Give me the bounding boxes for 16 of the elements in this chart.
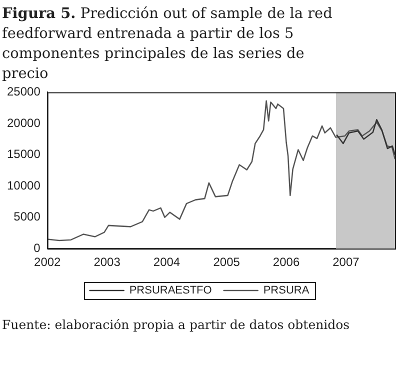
x-tick-label: 2005	[213, 255, 240, 270]
legend-label: PRSURAESTFO	[129, 284, 212, 297]
y-tick-label: 5000	[14, 210, 41, 224]
x-tick-label: 2004	[153, 255, 180, 270]
x-tick-label: 2002	[34, 255, 62, 270]
source-note: Fuente: elaboración propia a partir de datos obtenidos	[2, 316, 351, 333]
x-tick-label: 2003	[94, 255, 121, 270]
y-tick-label: 10000	[6, 178, 41, 192]
y-tick-label: 25000	[6, 84, 41, 99]
y-tick-label: 0	[34, 240, 41, 255]
chart-title: Figura 5. Predicción out of sample de la red feedforward entrenada a partir de los 5 componentes principales de las series de precio	[1, 4, 334, 82]
y-tick-label: 20000	[6, 116, 41, 130]
x-tick-label: 2006	[272, 255, 300, 270]
y-tick-label: 15000	[6, 147, 41, 162]
legend-label: PRSURA	[263, 284, 310, 297]
x-tick-label: 2007	[332, 255, 360, 270]
